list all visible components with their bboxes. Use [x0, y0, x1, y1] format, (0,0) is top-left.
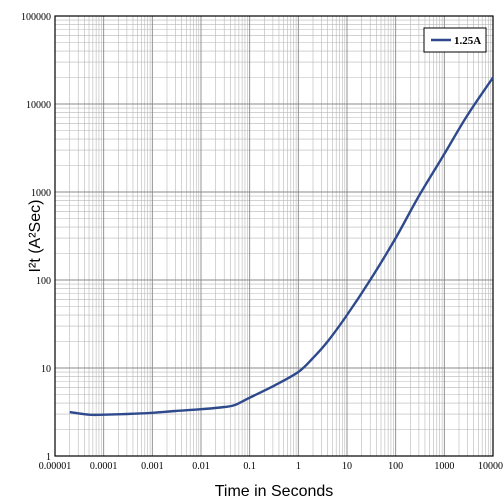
y-tick-label: 100000 — [21, 12, 51, 23]
y-tick-label: 10000 — [26, 100, 51, 111]
y-tick-label: 1 — [46, 452, 51, 463]
x-tick-label: 0.0001 — [90, 461, 118, 472]
x-tick-label: 0.01 — [192, 461, 210, 472]
y-tick-labels: 1 10 100 1000 10000 100000 — [21, 12, 51, 463]
series-layer — [69, 76, 494, 417]
legend: 1.25A — [423, 27, 487, 53]
plot-background — [55, 16, 493, 456]
x-tick-label: 0.00001 — [39, 461, 72, 472]
x-tick-label: 0.001 — [141, 461, 164, 472]
x-tick-label: 10000 — [478, 461, 503, 472]
x-tick-label: 10 — [342, 461, 352, 472]
y-tick-label: 10 — [41, 364, 51, 375]
y-axis-title: I²t (A²Sec) — [27, 200, 44, 273]
x-tick-label: 1000 — [434, 461, 454, 472]
x-tick-label: 100 — [388, 461, 403, 472]
y-tick-label: 1000 — [31, 188, 51, 199]
plot-frame — [54, 15, 494, 457]
x-tick-labels: 0.00001 0.0001 0.001 0.01 0.1 1 10 100 1000 10000 — [39, 461, 503, 472]
minor-grid — [55, 16, 493, 456]
x-tick-label: 1 — [296, 461, 301, 472]
series-line-1-25a — [69, 76, 494, 417]
y-tick-label: 100 — [36, 276, 51, 287]
x-axis-title: Time in Seconds — [215, 483, 334, 500]
legend-label: 1.25A — [454, 35, 481, 47]
x-tick-label: 0.1 — [243, 461, 256, 472]
